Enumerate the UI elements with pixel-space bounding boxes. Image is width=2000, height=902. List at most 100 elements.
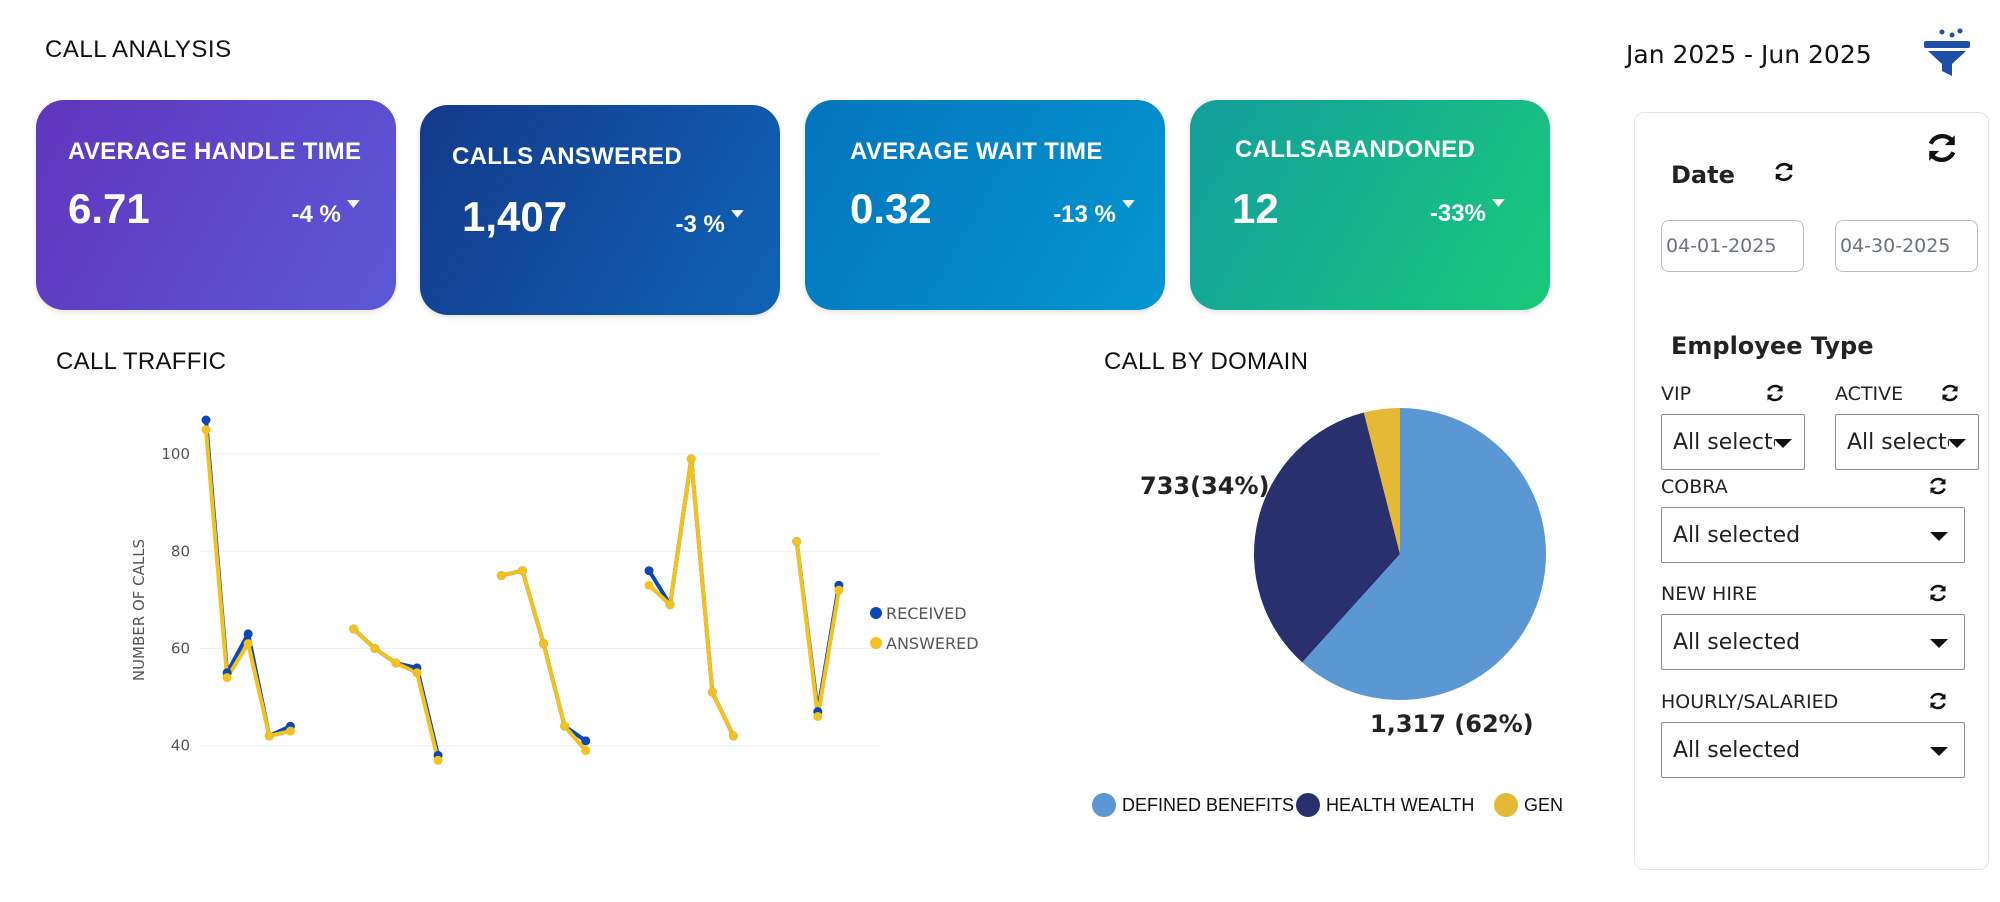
chevron-down-icon [1948,439,1966,448]
pie-slice-health-wealth [1254,412,1400,663]
data-point-answered [391,658,401,668]
y-tick-label: 60 [171,639,190,657]
new-hire-label: NEW HIRE [1661,583,1758,605]
refresh-icon[interactable] [1928,476,1948,496]
kpi-card-calls-answered: CALLS ANSWERED 1,407 -3 % 🢓 [420,105,780,315]
data-point-answered [792,537,802,547]
kpi-value: 6.71 [68,185,150,232]
dropdown-value: All selected [1673,630,1801,655]
legend-swatch [870,637,882,649]
data-point-answered [412,668,422,678]
data-point-answered [834,585,844,595]
data-point-answered [222,673,232,683]
legend-label: HEALTH WEALTH [1326,794,1475,815]
kpi-title: AVERAGE HANDLE TIME [68,138,362,165]
kpi-change-text: -4 % [291,201,341,228]
legend-label: ANSWERED [886,634,979,653]
data-point-answered [517,566,527,576]
new-hire-dropdown[interactable]: All selected [1661,614,1965,670]
legend-label: DEFINED BENEFITS [1122,794,1295,815]
data-point-answered [349,624,359,634]
data-point-answered [433,755,443,765]
arrow-down-icon: 🢓 [730,211,744,238]
chevron-down-icon [1930,639,1948,648]
data-point-answered [264,731,274,741]
series-line-answered [204,429,841,761]
refresh-icon[interactable] [1765,383,1785,403]
kpi-change: -4 % 🢓 [292,197,360,238]
kpi-change-text: -3 % [675,211,725,238]
date-label: Date [1671,161,1735,189]
refresh-icon[interactable] [1940,383,1960,403]
refresh-icon[interactable] [1928,691,1948,711]
data-point-answered [728,731,738,741]
data-point-received [243,629,253,639]
date-range-label: Jan 2025 - Jun 2025 [1626,40,1872,69]
legend-item-gen: GEN [1494,793,1563,817]
data-point-received [644,566,654,576]
data-point-answered [370,643,380,653]
data-label-health-wealth: 733(34%) [1140,472,1269,500]
arrow-down-icon: 🢓 [1491,200,1505,227]
kpi-card-average-wait-time: AVERAGE WAIT TIME 0.32 -13 % 🢓 [805,100,1165,310]
call-by-domain-title: CALL BY DOMAIN [1104,348,1309,375]
page-title: CALL ANALYSIS [45,36,232,63]
legend-item-defined-benefits: DEFINED BENEFITS [1092,793,1294,817]
employee-type-label: Employee Type [1671,332,1874,360]
kpi-value: 12 [1232,185,1279,232]
hourly-salaried-label: HOURLY/SALARIED [1661,691,1839,713]
dropdown-value: All selected [1673,738,1801,763]
data-point-answered [496,571,506,581]
data-point-answered [285,726,295,736]
chevron-down-icon [1930,532,1948,541]
kpi-value: 1,407 [462,193,568,240]
data-point-answered [560,721,570,731]
kpi-value: 0.32 [850,185,932,232]
legend-swatch [1494,793,1518,817]
data-point-answered [644,580,654,590]
kpi-change: -3 % 🢓 [676,207,744,248]
active-dropdown[interactable]: All selected [1835,414,1979,470]
kpi-change: -33% 🢓 [1430,196,1505,237]
refresh-icon[interactable] [1925,131,1959,165]
kpi-change-text: -13 % [1053,201,1116,228]
end-date-input[interactable] [1835,220,1978,272]
y-tick-label: 80 [171,542,190,560]
refresh-icon[interactable] [1928,583,1948,603]
data-point-answered [243,639,253,649]
legend-swatch [1296,793,1320,817]
kpi-title: CALLS ANSWERED [452,143,682,170]
y-tick-label: 100 [161,445,190,463]
dropdown-value: All selected [1673,430,1775,455]
filter-panel: Date Employee Type VIP ACTIVE All select… [1634,112,1989,870]
kpi-change-text: -33% [1429,200,1486,227]
refresh-icon[interactable] [1773,161,1795,183]
y-axis-label: NUMBER OF CALLS [130,539,148,681]
hourly-salaried-dropdown[interactable]: All selected [1661,722,1965,778]
kpi-title: CALLSABANDONED [1235,136,1476,163]
active-label: ACTIVE [1835,383,1904,405]
cobra-dropdown[interactable]: All selected [1661,507,1965,563]
start-date-input[interactable] [1661,220,1804,272]
cobra-label: COBRA [1661,476,1728,498]
dropdown-value: All selected [1673,523,1801,548]
call-traffic-line-chart: 40 60 80 100 NUMBER OF CALLS RECEIVED ANSWERED [130,415,979,765]
data-point-answered [665,600,675,610]
vip-label: VIP [1661,383,1692,405]
chevron-down-icon [1774,439,1792,448]
kpi-card-average-handle-time: AVERAGE HANDLE TIME 6.71 -4 % 🢓 [36,100,396,310]
arrow-down-icon: 🢓 [346,201,360,228]
legend-label: GEN [1524,794,1564,815]
data-point-answered [813,712,823,722]
call-traffic-title: CALL TRAFFIC [56,348,227,375]
dropdown-value: All selected [1847,430,1949,455]
funnel-icon[interactable] [1922,28,1972,78]
legend-label: RECEIVED [886,604,967,623]
data-point-answered [581,746,591,756]
data-point-answered [539,639,549,649]
vip-dropdown[interactable]: All selected [1661,414,1805,470]
data-point-received [201,415,211,425]
legend-swatch [1092,793,1116,817]
data-label-defined-benefits: 1,317 (62%) [1370,710,1534,738]
legend-item-health-wealth: HEALTH WEALTH [1296,793,1474,817]
